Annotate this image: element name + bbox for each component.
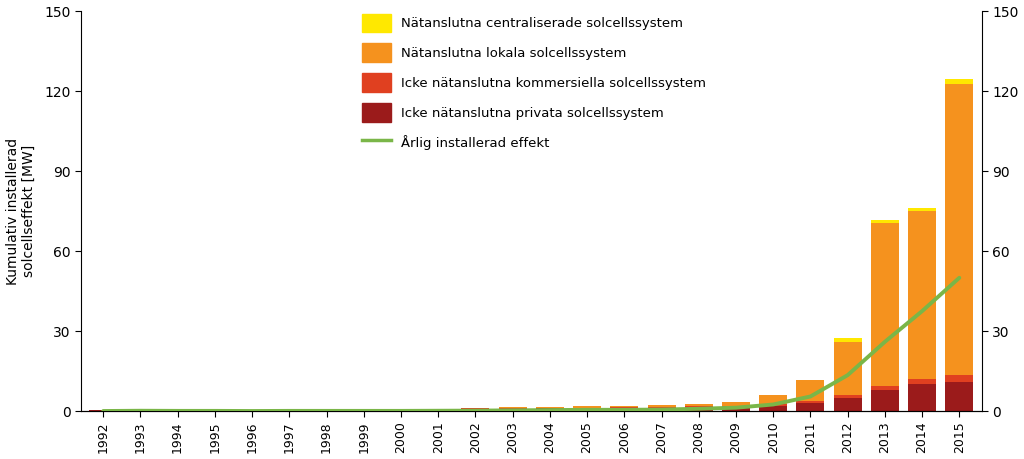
Bar <box>536 407 564 408</box>
Bar <box>908 208 936 211</box>
Bar <box>834 395 861 398</box>
Bar <box>797 401 824 403</box>
Bar <box>797 380 824 401</box>
Bar <box>387 409 415 411</box>
Bar <box>275 410 303 411</box>
Bar <box>647 408 676 411</box>
Bar <box>610 406 638 407</box>
Bar <box>945 84 973 375</box>
Bar <box>462 408 489 409</box>
Bar <box>350 409 378 411</box>
Bar <box>536 408 564 409</box>
Bar <box>685 406 713 407</box>
Bar <box>647 407 676 408</box>
Bar <box>797 403 824 411</box>
Bar <box>647 405 676 407</box>
Bar <box>573 406 601 408</box>
Bar <box>908 385 936 411</box>
Bar <box>164 410 191 411</box>
Bar <box>239 410 266 411</box>
Bar <box>201 410 228 411</box>
Bar <box>759 395 787 404</box>
Bar <box>685 407 713 411</box>
Bar <box>722 406 750 407</box>
Bar <box>722 407 750 411</box>
Bar <box>908 379 936 385</box>
Bar <box>424 409 453 411</box>
Bar <box>536 409 564 411</box>
Bar <box>610 407 638 408</box>
Bar <box>573 408 601 411</box>
Bar <box>89 410 117 411</box>
Bar <box>462 409 489 411</box>
Bar <box>610 408 638 411</box>
Bar <box>945 375 973 382</box>
Y-axis label: Kumulativ installerad
solcellseffekt [MW]: Kumulativ installerad solcellseffekt [MW… <box>5 138 36 285</box>
Bar <box>722 402 750 406</box>
Bar <box>908 211 936 379</box>
Bar <box>871 223 899 386</box>
Bar <box>499 408 526 409</box>
Bar <box>871 386 899 390</box>
Bar <box>834 398 861 411</box>
Bar <box>871 390 899 411</box>
Bar <box>312 410 341 411</box>
Bar <box>759 404 787 406</box>
Bar <box>759 406 787 411</box>
Bar <box>945 382 973 411</box>
Bar <box>871 220 899 223</box>
Bar <box>945 79 973 84</box>
Bar <box>499 409 526 411</box>
Bar <box>685 403 713 406</box>
Legend: Nätanslutna centraliserade solcellssystem, Nätanslutna lokala solcellssystem, Ic: Nätanslutna centraliserade solcellssyste… <box>357 10 711 156</box>
Bar <box>834 342 861 395</box>
Bar <box>834 338 861 342</box>
Bar <box>127 410 155 411</box>
